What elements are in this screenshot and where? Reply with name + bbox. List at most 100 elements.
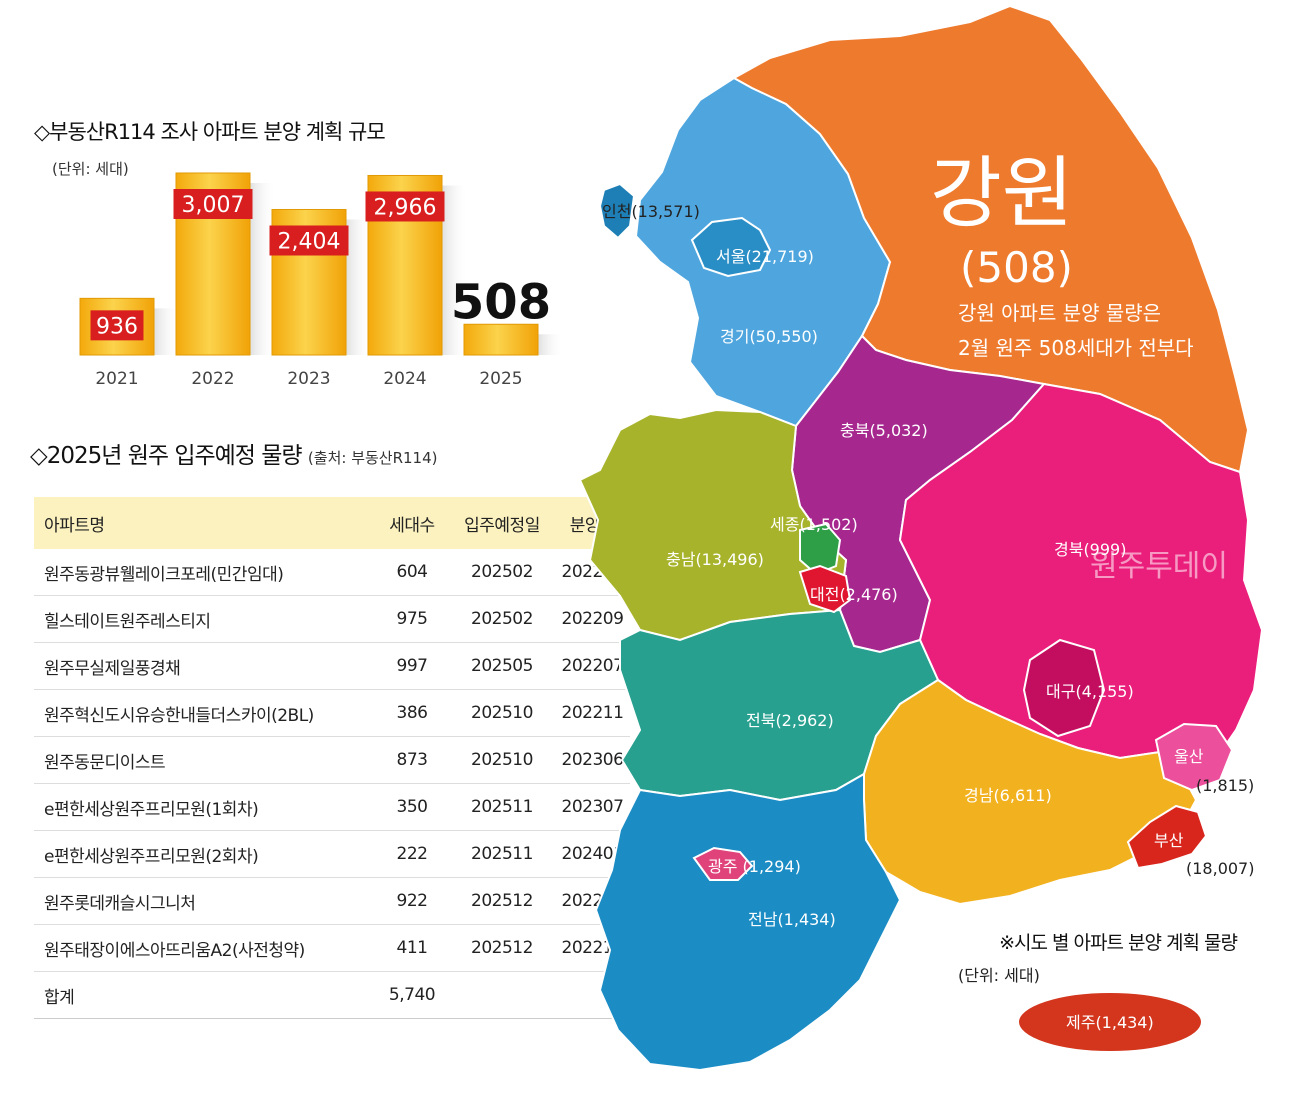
cell-name: 원주롯데캐슬시그니처 (34, 877, 375, 925)
region-seoul (690, 216, 772, 278)
cell-name: e편한세상원주프리모원(2회차) (34, 830, 375, 878)
gangwon-note-line1: 강원 아파트 분양 물량은 (958, 301, 1161, 325)
cell-move-in: 202502 (449, 595, 555, 643)
bar-value-badge (269, 225, 349, 256)
bar-value-badge (365, 191, 445, 222)
region-busan (1126, 804, 1208, 870)
korea-map: 인천(13,571) 서울(21,719) 경기(50,550) 강원 (508… (578, 4, 1264, 1072)
label-gwangju: 광주 (1,294) (708, 857, 801, 876)
label-chungbuk: 충북(5,032) (840, 421, 928, 440)
bar-shadow (154, 308, 180, 355)
bar-value-label: 3,007 (182, 193, 245, 218)
table-row: 원주태장이에스아뜨리움A2(사전청약) 411 202512 202210 (34, 924, 630, 972)
region-sejong (799, 522, 842, 576)
cell-move-in: 202505 (449, 642, 555, 690)
table-title-text: ◇2025년 원주 입주예정 물량 (30, 443, 303, 469)
bar-value-label: 2,404 (278, 229, 341, 254)
cell-move-in: 202510 (449, 689, 555, 737)
bar-2025 (463, 323, 539, 356)
cell-move-in: 202512 (449, 877, 555, 925)
x-tick-label: 2022 (191, 369, 234, 389)
bar-shadow (346, 219, 372, 355)
x-tick-label: 2024 (383, 369, 426, 389)
table-total-row: 합계 5,740 (34, 971, 630, 1019)
table-source: (출처: 부동산R114) (307, 449, 438, 467)
cell-empty (449, 971, 555, 1019)
chart-unit: (단위: 세대) (52, 160, 129, 178)
region-daegu (1022, 638, 1106, 738)
bar-value-label: 508 (451, 274, 551, 330)
label-jeju: 제주(1,434) (1066, 1013, 1154, 1032)
table-row: 힐스테이트원주레스티지 975 202502 202209 (34, 595, 630, 643)
bar-shadow (442, 185, 468, 355)
table-row: e편한세상원주프리모원(2회차) 222 202511 202401 (34, 830, 630, 878)
label-busan: 부산 (1154, 831, 1184, 850)
cell-name: e편한세상원주프리모원(1회차) (34, 783, 375, 831)
region-jeju (1017, 991, 1203, 1053)
table-title: ◇2025년 원주 입주예정 물량 (출처: 부동산R114) (30, 436, 438, 470)
col-move-in-date: 입주예정일 (449, 497, 555, 549)
cell-households: 922 (375, 877, 449, 925)
cell-sale: 202306 (555, 736, 630, 784)
label-daegu: 대구(4,155) (1046, 682, 1134, 701)
cell-sale: 202209 (555, 595, 630, 643)
bar-value-badge (173, 189, 253, 219)
table-row: 원주무실제일풍경채 997 202505 202207 (34, 642, 630, 690)
cell-name: 원주동광뷰웰레이크포레(민간임대) (34, 549, 375, 596)
label-jeonnam: 전남(1,434) (748, 910, 836, 929)
bar-chart: 936 2021 3,007 2022 2,404 2023 2,966 2024 508 202… (79, 172, 560, 389)
label-sejong: 세종(1,502) (770, 515, 858, 534)
label-seoul: 서울(21,719) (716, 247, 814, 266)
cell-name: 원주동문디이스트 (34, 736, 375, 784)
col-apartment-name: 아파트명 (34, 497, 375, 549)
cell-move-in: 202511 (449, 783, 555, 831)
cell-name: 원주무실제일풍경채 (34, 642, 375, 690)
cell-households: 411 (375, 924, 449, 972)
cell-households: 350 (375, 783, 449, 831)
cell-households: 222 (375, 830, 449, 878)
cell-households: 604 (375, 549, 449, 596)
table-header-row: 아파트명 세대수 입주예정일 분양일 (34, 497, 630, 549)
cell-sale: 202307 (555, 783, 630, 831)
cell-name: 힐스테이트원주레스티지 (34, 595, 375, 643)
label-ulsan: 울산 (1174, 747, 1204, 766)
bar-value-label: 936 (96, 314, 138, 339)
table-row: 원주롯데캐슬시그니처 922 202512 202212 (34, 877, 630, 925)
cell-move-in: 202502 (449, 549, 555, 596)
cell-households: 873 (375, 736, 449, 784)
cell-households: 975 (375, 595, 449, 643)
label-chungnam: 충남(13,496) (666, 550, 764, 569)
cell-move-in: 202512 (449, 924, 555, 972)
label-incheon: 인천(13,571) (602, 202, 700, 221)
table-row: 원주동문디이스트 873 202510 202306 (34, 736, 630, 784)
label-gyeonggi: 경기(50,550) (720, 327, 818, 346)
label-ulsan-value: (1,815) (1196, 776, 1254, 795)
cell-name: 원주혁신도시유승한내들더스카이(2BL) (34, 689, 375, 737)
watermark: 원주투데이 (1090, 549, 1228, 584)
label-gangwon-name: 강원 (930, 149, 1074, 239)
label-busan-value: (18,007) (1186, 859, 1254, 878)
region-daejeon (798, 564, 852, 614)
gangwon-note-line2: 2월 원주 508세대가 전부다 (958, 336, 1194, 360)
table-row: e편한세상원주프리모원(1회차) 350 202511 202307 (34, 783, 630, 831)
cell-households: 997 (375, 642, 449, 690)
cell-sale: 202211 (555, 689, 630, 737)
region-ulsan (1154, 722, 1234, 792)
x-tick-label: 2023 (287, 369, 330, 389)
cell-total-households: 5,740 (375, 971, 449, 1019)
chart-title: ◇부동산R114 조사 아파트 분양 계획 규모 (34, 120, 386, 144)
bar-shadow (538, 334, 560, 355)
move-in-table: 아파트명 세대수 입주예정일 분양일 원주동광뷰웰레이크포레(민간임대) 604 2… (34, 497, 630, 1019)
label-gyeongbuk: 경북(999) (1054, 540, 1126, 559)
col-households: 세대수 (375, 497, 449, 549)
table-row: 원주혁신도시유승한내들더스카이(2BL) 386 202510 202211 (34, 689, 630, 737)
cell-move-in: 202511 (449, 830, 555, 878)
map-note: ※시도 별 아파트 분양 계획 물량 (999, 932, 1238, 954)
label-daejeon: 대전(2,476) (810, 585, 898, 604)
label-jeonbuk: 전북(2,962) (746, 711, 834, 730)
cell-name: 원주태장이에스아뜨리움A2(사전청약) (34, 924, 375, 972)
label-gyeongnam: 경남(6,611) (964, 786, 1052, 805)
region-jeonnam (594, 772, 902, 1072)
x-tick-label: 2021 (95, 369, 138, 389)
cell-move-in: 202510 (449, 736, 555, 784)
